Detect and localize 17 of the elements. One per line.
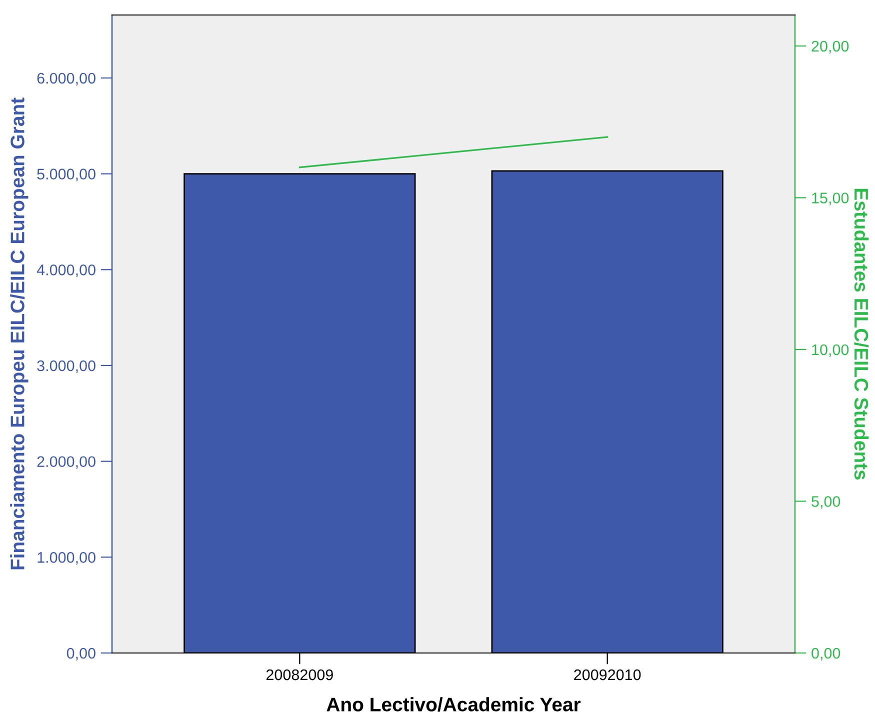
y2-axis-title: Estudantes EILC/EILC Students xyxy=(854,188,869,480)
y-tick-label: 3.000,00 xyxy=(37,360,96,373)
y2-tick-label: 0,00 xyxy=(812,648,840,660)
x-tick-label: 20082009 xyxy=(266,669,333,680)
y2-tick-label: 15,00 xyxy=(812,192,849,206)
y2-tick-label: 10,00 xyxy=(812,344,849,357)
y-tick-label: 5.000,00 xyxy=(37,168,96,182)
x-axis-title: Ano Lectivo/Academic Year xyxy=(326,697,581,712)
x-tick-label: 20092010 xyxy=(574,669,641,680)
y2-tick-label: 5,00 xyxy=(812,496,840,509)
y-tick-label: 1.000,00 xyxy=(38,552,96,565)
y2-tick-label: 20,00 xyxy=(812,40,849,54)
y-tick-label: 4.000,00 xyxy=(36,264,96,278)
y-tick-label: 6.000,00 xyxy=(37,72,96,86)
y-tick-label: 2.000,00 xyxy=(37,456,96,469)
y-tick-label: 0,00 xyxy=(66,648,96,660)
y-axis-title: Financiamento Europeu EILC/EILC European Grant xyxy=(10,98,28,570)
